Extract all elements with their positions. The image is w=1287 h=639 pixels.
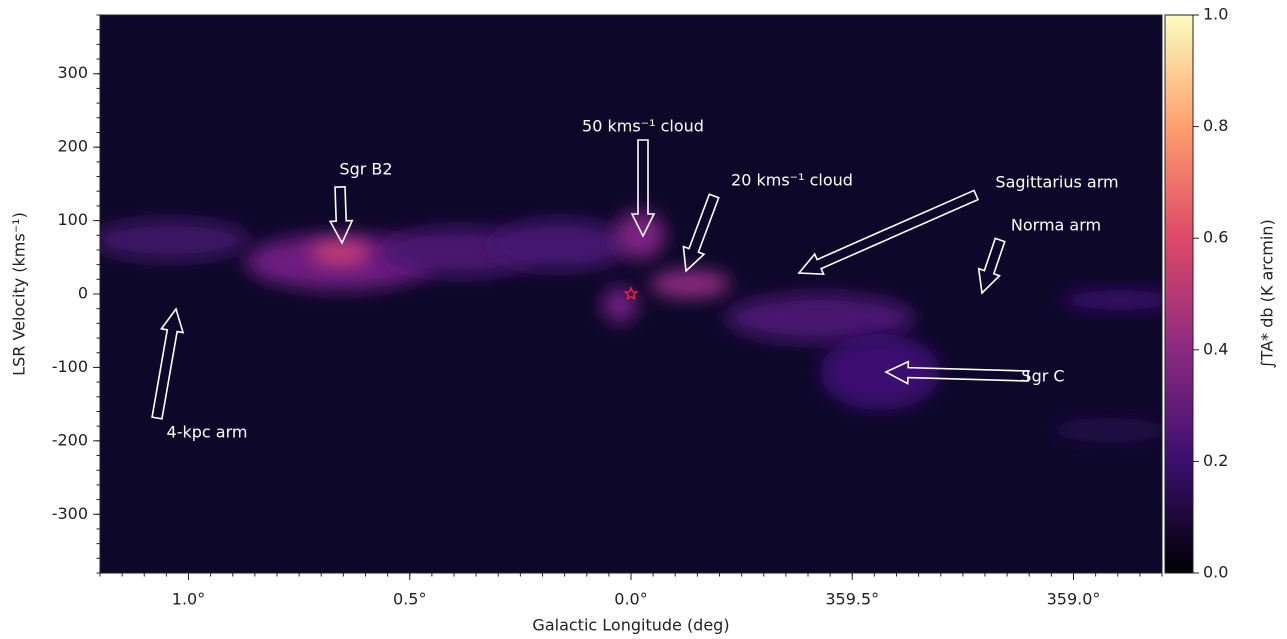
annotation: Sgr B2 bbox=[339, 160, 392, 179]
y-axis-label: LSR Velocity (kms⁻¹) bbox=[10, 212, 29, 376]
x-tick-label: 1.0° bbox=[172, 590, 205, 609]
colorbar-tick-label: 0.2 bbox=[1203, 451, 1228, 470]
x-tick-label: 0.5° bbox=[393, 590, 426, 609]
x-tick-label: 359.5° bbox=[825, 590, 879, 609]
colorbar-tick-label: 1.0 bbox=[1203, 5, 1228, 24]
emission-blob bbox=[1050, 418, 1170, 442]
annotation: Norma arm bbox=[1011, 216, 1101, 235]
y-tick-label: -300 bbox=[52, 504, 88, 523]
x-tick-label: 0.0° bbox=[614, 590, 647, 609]
emission-blob bbox=[90, 220, 250, 260]
emission-blob bbox=[490, 220, 630, 270]
colorbar-tick-label: 0.6 bbox=[1203, 228, 1228, 247]
annotation: 4-kpc arm bbox=[167, 423, 248, 442]
annotation: 20 kms⁻¹ cloud bbox=[731, 171, 853, 190]
colorbar-label: ∫TA* db (K arcmin) bbox=[1258, 219, 1277, 368]
colorbar-tick-label: 0.0 bbox=[1203, 563, 1228, 582]
emission-blob bbox=[820, 334, 940, 410]
x-axis-label: Galactic Longitude (deg) bbox=[532, 616, 729, 635]
emission-blob bbox=[650, 270, 730, 298]
x-tick-label: 359.0° bbox=[1047, 590, 1101, 609]
emission-blob bbox=[615, 211, 665, 259]
y-tick-label: 300 bbox=[57, 63, 88, 82]
colorbar-tick-label: 0.8 bbox=[1203, 116, 1228, 135]
y-tick-label: -100 bbox=[52, 357, 88, 376]
colorbar bbox=[1165, 15, 1193, 573]
y-tick-label: -200 bbox=[52, 430, 88, 449]
y-tick-label: 200 bbox=[57, 137, 88, 156]
y-tick-label: 0 bbox=[78, 284, 88, 303]
emission-blob bbox=[310, 241, 370, 265]
annotation: Sgr C bbox=[1021, 367, 1064, 386]
y-tick-label: 100 bbox=[57, 210, 88, 229]
chart: Galactic Longitude (deg) LSR Velocity (k… bbox=[0, 0, 1287, 639]
colorbar-tick-label: 0.4 bbox=[1203, 339, 1228, 358]
annotation: Sagittarius arm bbox=[995, 173, 1118, 192]
annotation: 50 kms⁻¹ cloud bbox=[582, 117, 704, 136]
